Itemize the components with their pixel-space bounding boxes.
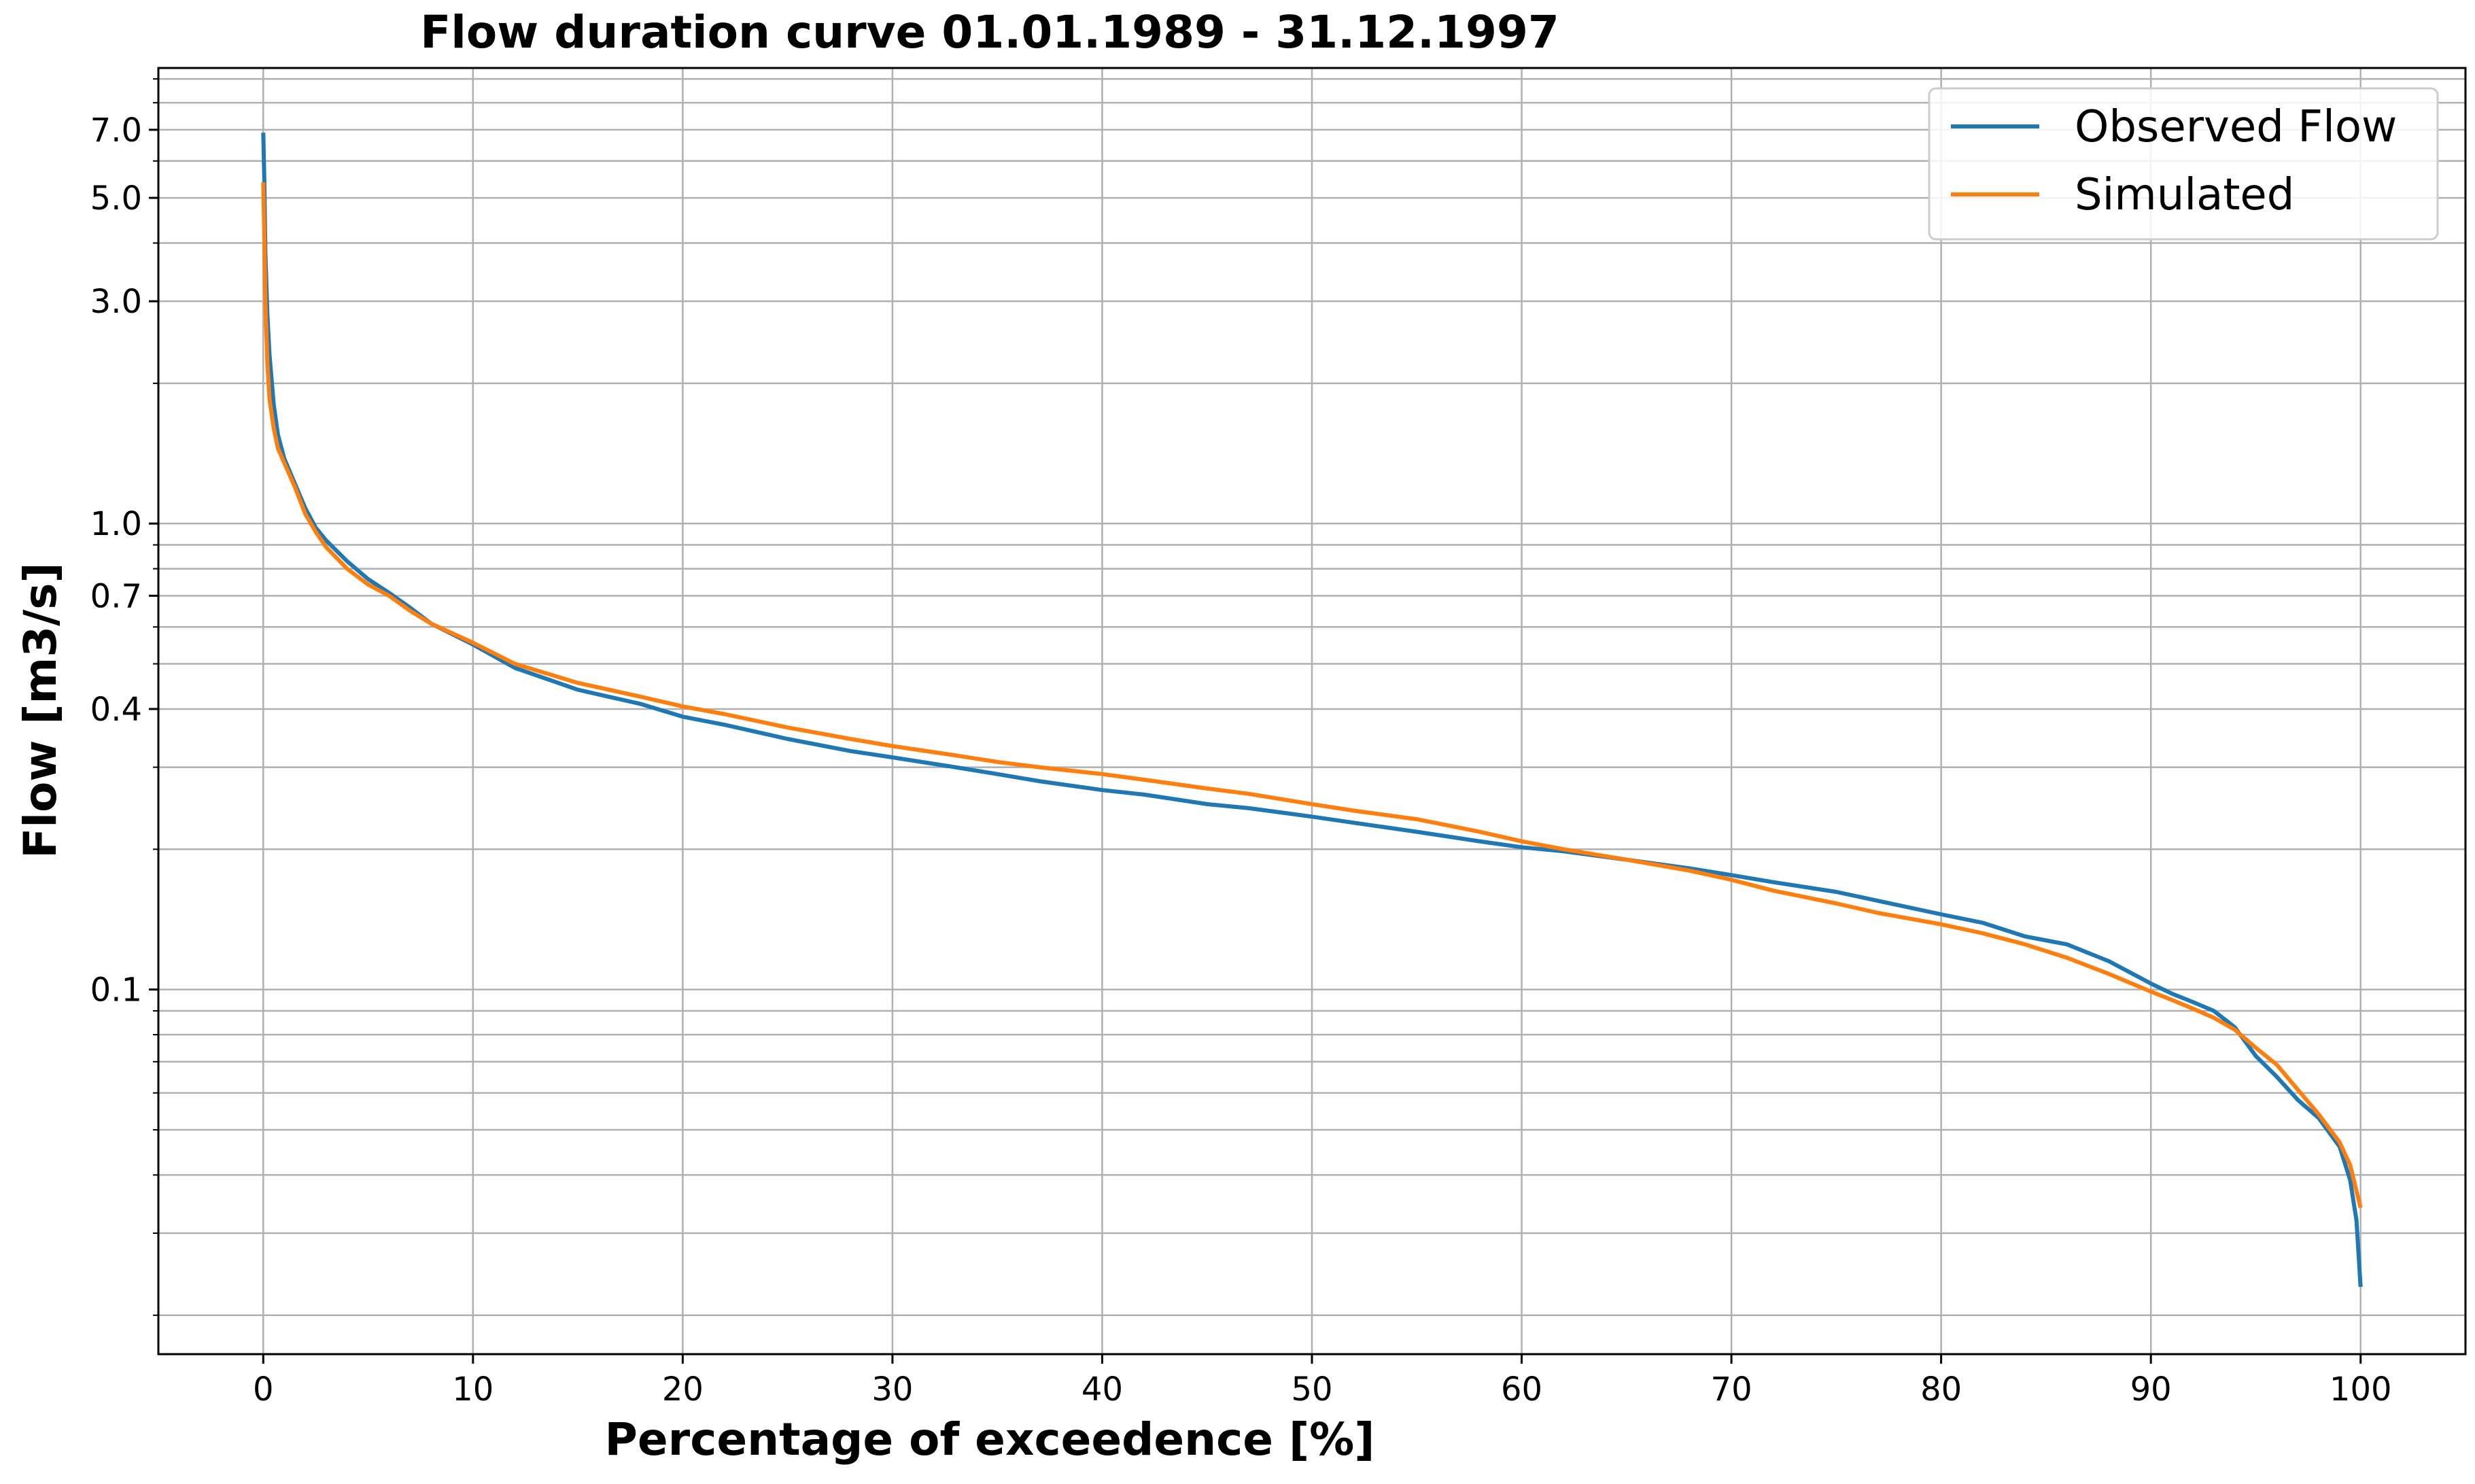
observed-flow-line: [261, 133, 2363, 1288]
x-tick-label: 70: [1711, 1370, 1752, 1409]
x-tick-label: 0: [253, 1370, 274, 1409]
simulated-flow-line: [261, 182, 2363, 1209]
x-tick-label: 60: [1501, 1370, 1542, 1409]
x-axis-label: Percentage of exceedence [%]: [605, 1413, 1375, 1466]
chart-title: Flow duration curve 01.01.1989 - 31.12.1…: [420, 6, 1559, 58]
legend-box: [1928, 87, 2439, 241]
grid: [158, 68, 2465, 1354]
legend-label-observed: Observed Flow: [2075, 102, 2397, 152]
x-tick-label: 80: [1920, 1370, 1962, 1409]
y-tick-label: 0.7: [90, 577, 142, 615]
y-tick-label: 3.0: [90, 283, 142, 321]
x-tick-label: 100: [2330, 1370, 2392, 1409]
legend: Observed Flow Simulated: [1928, 87, 2439, 241]
y-tick-label: 1.0: [90, 505, 142, 543]
y-tick-label: 7.0: [90, 111, 142, 150]
x-tick-label: 40: [1081, 1370, 1123, 1409]
ticks: 0 10 20 30 40 50 60 70 80 90 100 7.0 5.0 3.0 1.0 0.7 0.4…: [90, 78, 2392, 1409]
y-tick-label: 0.1: [90, 971, 142, 1010]
y-axis-label: Flow [m3/s]: [14, 562, 67, 858]
x-tick-label: 10: [452, 1370, 494, 1409]
y-tick-label: 5.0: [90, 179, 142, 218]
x-tick-label: 20: [662, 1370, 704, 1409]
y-tick-label: 0.4: [90, 691, 142, 729]
x-tick-label: 90: [2130, 1370, 2172, 1409]
series-layer: [261, 133, 2363, 1288]
x-tick-label: 50: [1291, 1370, 1332, 1409]
legend-label-simulated: Simulated: [2075, 170, 2294, 220]
x-tick-label: 30: [871, 1370, 913, 1409]
